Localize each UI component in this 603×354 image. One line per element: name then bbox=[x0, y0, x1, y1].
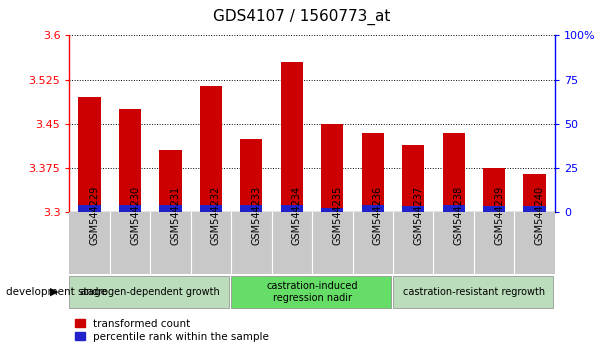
Bar bbox=[402, 206, 425, 212]
Text: GSM544238: GSM544238 bbox=[453, 186, 464, 245]
Bar bbox=[281, 205, 303, 212]
Bar bbox=[321, 208, 343, 212]
Text: castration-induced
regression nadir: castration-induced regression nadir bbox=[267, 281, 358, 303]
Bar bbox=[69, 276, 229, 308]
Bar bbox=[240, 205, 262, 212]
Text: GSM544240: GSM544240 bbox=[534, 186, 545, 245]
Bar bbox=[402, 144, 425, 212]
Text: androgen-dependent growth: androgen-dependent growth bbox=[80, 287, 220, 297]
Text: GSM544239: GSM544239 bbox=[494, 186, 504, 245]
Bar bbox=[231, 276, 391, 308]
Bar bbox=[393, 276, 553, 308]
Bar bbox=[119, 109, 141, 212]
Bar bbox=[200, 86, 222, 212]
Bar bbox=[483, 206, 505, 212]
Bar bbox=[281, 62, 303, 212]
Bar bbox=[159, 205, 182, 212]
Bar bbox=[159, 150, 182, 212]
Bar bbox=[200, 205, 222, 212]
Bar bbox=[78, 97, 101, 212]
Text: GSM544230: GSM544230 bbox=[130, 186, 140, 245]
Text: GSM544234: GSM544234 bbox=[292, 186, 302, 245]
Bar bbox=[443, 133, 465, 212]
Text: GSM544236: GSM544236 bbox=[373, 186, 383, 245]
Text: ▶: ▶ bbox=[50, 287, 58, 297]
Bar bbox=[362, 133, 384, 212]
Text: development stage: development stage bbox=[6, 287, 107, 297]
Bar bbox=[523, 174, 546, 212]
Text: GSM544233: GSM544233 bbox=[251, 186, 261, 245]
Bar bbox=[523, 206, 546, 212]
Bar bbox=[240, 139, 262, 212]
Text: GSM544232: GSM544232 bbox=[211, 186, 221, 245]
Bar bbox=[321, 124, 343, 212]
Text: GSM544231: GSM544231 bbox=[171, 186, 180, 245]
Bar bbox=[362, 205, 384, 212]
Text: castration-resistant regrowth: castration-resistant regrowth bbox=[403, 287, 545, 297]
Text: GSM544237: GSM544237 bbox=[413, 186, 423, 245]
Legend: transformed count, percentile rank within the sample: transformed count, percentile rank withi… bbox=[75, 319, 269, 342]
Bar bbox=[483, 168, 505, 212]
Bar bbox=[443, 205, 465, 212]
Bar bbox=[78, 205, 101, 212]
Bar bbox=[119, 205, 141, 212]
Text: GSM544229: GSM544229 bbox=[90, 186, 99, 245]
Text: GDS4107 / 1560773_at: GDS4107 / 1560773_at bbox=[213, 9, 390, 25]
Text: GSM544235: GSM544235 bbox=[332, 186, 343, 245]
